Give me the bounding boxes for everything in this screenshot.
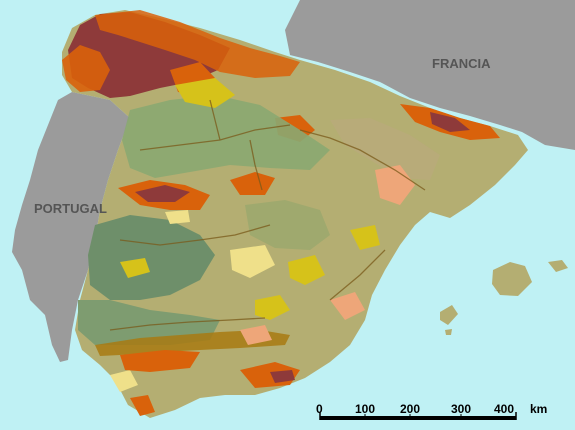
portugal-label: PORTUGAL [34,201,107,216]
yellow-patch-3 [255,295,290,320]
scale-unit: km [530,402,547,416]
france-label: FRANCIA [432,56,491,71]
scale-tick-400: 400 [494,402,514,416]
mallorca-island [492,262,532,296]
cantabria-orange [95,10,300,78]
light-yellow-2 [165,210,190,224]
yellow-patch-5 [120,258,150,278]
scale-tick-200: 200 [400,402,420,416]
central-green [245,200,330,250]
salmon-patch-2 [330,292,365,320]
scale-tick-0: 0 [316,402,323,416]
central-orange-2 [230,172,275,195]
pyrenees-brown [430,112,470,132]
betic-brown [270,370,295,383]
extremadura-green [88,215,215,300]
galicia-orange [62,45,110,92]
salmon-patch-1 [375,165,415,205]
yellow-patch-4 [350,225,380,250]
southwest-orange [130,395,155,416]
salmon-patch-3 [240,325,272,345]
betic-orange-1 [120,350,200,372]
scale-tick-100: 100 [355,402,375,416]
france-landmass [285,0,575,150]
ibiza-island [440,305,458,325]
scale-bar: 0 100 200 300 400 km [316,402,547,420]
ebro-basin [330,118,440,180]
yellow-patch-2 [288,255,325,285]
sistema-central-brown [135,185,190,202]
formentera-island [445,329,452,335]
scale-tick-300: 300 [451,402,471,416]
sierra-morena-ochre [95,330,290,356]
yellow-patch-1 [175,78,235,108]
light-yellow-1 [230,245,275,278]
light-yellow-3 [110,370,138,392]
scale-bar-line [320,416,516,420]
portugal-landmass [12,92,130,362]
duero-basin [122,95,330,178]
menorca-island [548,260,568,272]
river-network [109,99,426,331]
southwest-green [78,300,220,345]
